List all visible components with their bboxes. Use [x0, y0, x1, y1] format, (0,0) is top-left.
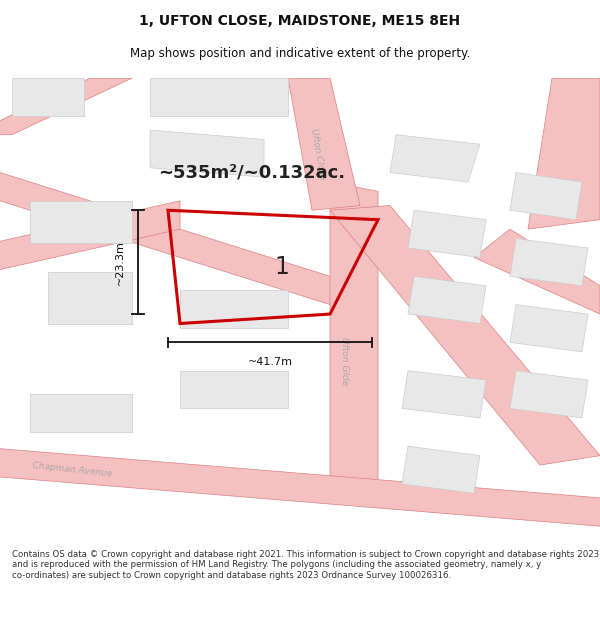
Polygon shape — [510, 371, 588, 418]
Polygon shape — [0, 78, 132, 135]
Polygon shape — [180, 291, 288, 328]
Polygon shape — [330, 206, 600, 465]
Polygon shape — [180, 371, 288, 409]
Text: Contains OS data © Crown copyright and database right 2021. This information is : Contains OS data © Crown copyright and d… — [12, 550, 599, 580]
Polygon shape — [510, 173, 582, 219]
Polygon shape — [408, 276, 486, 324]
Polygon shape — [150, 130, 264, 178]
Polygon shape — [0, 163, 360, 314]
Text: Map shows position and indicative extent of the property.: Map shows position and indicative extent… — [130, 47, 470, 60]
Polygon shape — [30, 201, 132, 243]
Polygon shape — [48, 272, 132, 324]
Polygon shape — [528, 78, 600, 229]
Polygon shape — [0, 201, 180, 276]
Polygon shape — [408, 210, 486, 258]
Text: Ufton Glde: Ufton Glde — [341, 338, 349, 385]
Polygon shape — [150, 78, 288, 116]
Text: 1, UFTON CLOSE, MAIDSTONE, ME15 8EH: 1, UFTON CLOSE, MAIDSTONE, ME15 8EH — [139, 14, 461, 28]
Polygon shape — [330, 182, 378, 503]
Text: Ufton Close: Ufton Close — [309, 127, 327, 180]
Polygon shape — [30, 394, 132, 432]
Polygon shape — [510, 239, 588, 286]
Polygon shape — [510, 304, 588, 352]
Polygon shape — [402, 446, 480, 493]
Polygon shape — [390, 135, 480, 182]
Polygon shape — [0, 446, 600, 531]
Text: ~41.7m: ~41.7m — [248, 356, 293, 366]
Polygon shape — [474, 229, 600, 314]
Text: 1: 1 — [275, 255, 289, 279]
Polygon shape — [288, 78, 360, 210]
Text: ~23.3m: ~23.3m — [115, 240, 125, 284]
Polygon shape — [402, 371, 486, 418]
Polygon shape — [12, 78, 84, 116]
Text: ~535m²/~0.132ac.: ~535m²/~0.132ac. — [158, 164, 346, 181]
Text: Chapman Avenue: Chapman Avenue — [32, 461, 112, 479]
